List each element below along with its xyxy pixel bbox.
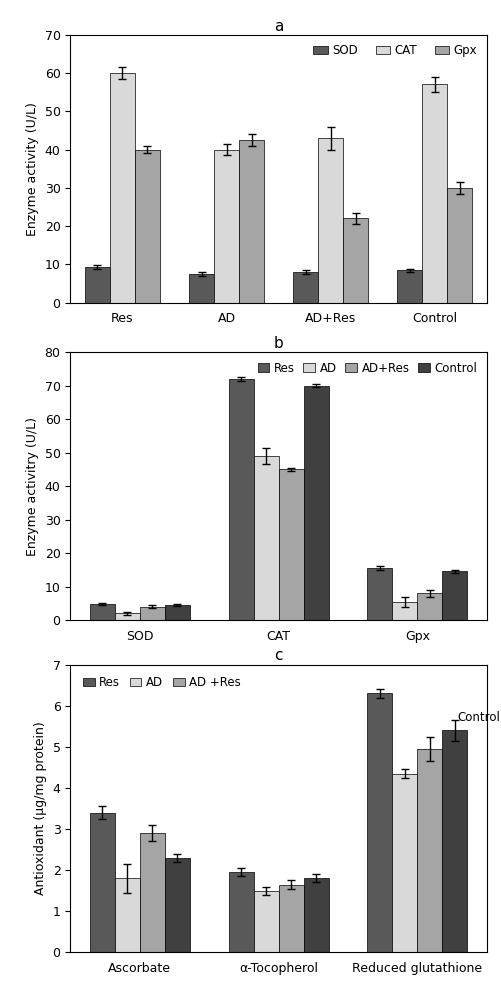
Bar <box>228 872 253 952</box>
Bar <box>397 270 421 303</box>
Text: Control: Control <box>457 711 499 724</box>
Bar <box>293 272 318 303</box>
Bar <box>90 604 115 620</box>
Bar <box>303 878 328 952</box>
Bar <box>115 878 139 952</box>
Y-axis label: Antioxidant (μg/mg protein): Antioxidant (μg/mg protein) <box>34 721 47 896</box>
Bar <box>164 605 189 620</box>
Bar <box>278 885 303 952</box>
Title: a: a <box>274 19 283 34</box>
Bar <box>253 891 278 952</box>
Bar <box>367 568 392 620</box>
Bar <box>278 469 303 620</box>
Bar <box>139 833 164 952</box>
Bar <box>228 379 253 620</box>
Bar <box>421 84 446 303</box>
Y-axis label: Enzyme activity (U/L): Enzyme activity (U/L) <box>26 102 39 235</box>
Bar <box>446 187 471 303</box>
Bar <box>343 218 367 303</box>
Bar <box>85 267 110 303</box>
Bar <box>367 693 392 952</box>
Legend: Res, AD, AD+Res, Control: Res, AD, AD+Res, Control <box>254 358 480 378</box>
Bar <box>90 812 115 952</box>
Bar <box>441 730 466 952</box>
Title: b: b <box>273 336 283 351</box>
Bar <box>135 150 159 303</box>
Bar <box>189 274 213 303</box>
Bar <box>139 606 164 620</box>
Bar <box>164 858 189 952</box>
Bar <box>303 386 328 620</box>
Bar <box>115 613 139 620</box>
Bar <box>253 456 278 620</box>
Y-axis label: Enzyme activitry (U/L): Enzyme activitry (U/L) <box>26 417 39 556</box>
Legend: Res, AD, AD +Res: Res, AD, AD +Res <box>80 674 243 691</box>
Bar <box>417 593 441 620</box>
Bar <box>238 140 264 303</box>
Bar <box>213 150 238 303</box>
Bar <box>441 571 466 620</box>
Bar <box>392 774 417 952</box>
Bar <box>392 601 417 620</box>
Title: c: c <box>274 649 282 664</box>
Legend: SOD, CAT, Gpx: SOD, CAT, Gpx <box>309 41 480 61</box>
Bar <box>318 138 343 303</box>
Bar <box>417 749 441 952</box>
Bar <box>110 73 135 303</box>
